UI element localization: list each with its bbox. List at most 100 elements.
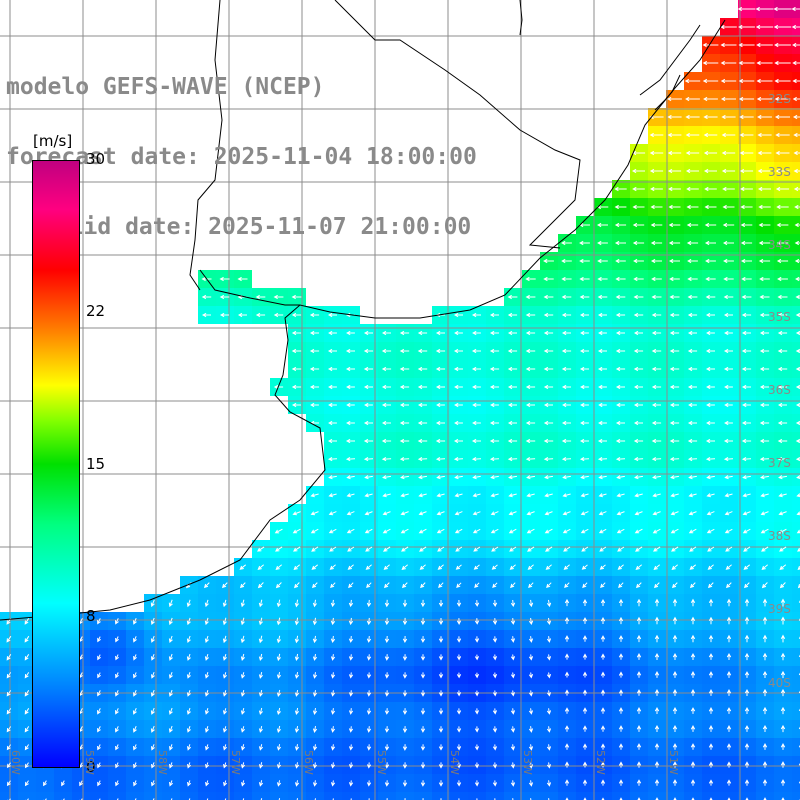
wind-vector-arrow <box>543 366 554 372</box>
wind-vector-arrow <box>437 564 444 570</box>
wind-vector-arrow <box>240 635 245 644</box>
wind-vector-arrow <box>742 475 751 480</box>
wind-vector-arrow <box>364 528 373 534</box>
wind-vector-arrow <box>222 617 227 626</box>
wind-vector-arrow <box>528 617 534 626</box>
wind-vector-arrow <box>580 528 589 534</box>
wind-vector-arrow <box>744 616 750 625</box>
wind-vector-arrow <box>507 330 517 336</box>
wind-vector-arrow <box>474 780 480 787</box>
wind-vector-arrow <box>330 726 336 733</box>
wind-vector-arrow <box>345 366 355 372</box>
wind-vector-arrow <box>636 725 642 732</box>
wind-vector-arrow <box>722 240 734 246</box>
wind-vector-arrow <box>472 420 481 426</box>
wind-vector-arrow <box>615 348 626 354</box>
wind-speed-cell <box>558 792 576 800</box>
wind-vector-arrow <box>703 150 718 156</box>
wind-vector-arrow <box>600 725 606 732</box>
wind-vector-arrow <box>222 635 227 644</box>
wind-vector-arrow <box>758 204 771 210</box>
wind-vector-arrow <box>133 744 137 751</box>
wind-vector-arrow <box>561 276 572 282</box>
wind-vector-arrow <box>600 671 606 678</box>
wind-vector-arrow <box>723 276 734 282</box>
wind-vector-arrow <box>6 635 12 643</box>
wind-vector-arrow <box>561 384 571 390</box>
wind-vector-arrow <box>649 132 664 138</box>
wind-speed-cell <box>486 792 504 800</box>
wind-vector-arrow <box>492 708 498 715</box>
colorbar-tick-0: 0 <box>86 758 96 776</box>
wind-speed-cell <box>252 792 270 800</box>
wind-vector-arrow <box>382 546 391 552</box>
wind-vector-arrow <box>222 672 228 679</box>
wind-vector-arrow <box>563 546 571 552</box>
wind-vector-arrow <box>474 600 480 607</box>
wind-vector-arrow <box>546 744 552 751</box>
wind-vector-arrow <box>738 24 755 30</box>
wind-vector-arrow <box>600 707 606 714</box>
wind-vector-arrow <box>435 330 445 336</box>
wind-vector-arrow <box>436 402 445 408</box>
wind-speed-cell <box>792 612 800 630</box>
wind-vector-arrow <box>724 511 733 516</box>
wind-vector-arrow <box>472 475 481 480</box>
wind-vector-arrow <box>707 582 714 589</box>
wind-vector-arrow <box>309 312 320 318</box>
wind-vector-arrow <box>724 402 733 408</box>
wind-vector-arrow <box>346 384 355 390</box>
wind-vector-arrow <box>417 456 428 462</box>
wind-vector-arrow <box>492 726 498 733</box>
colorbar-tick-30: 30 <box>86 150 106 168</box>
wind-vector-arrow <box>543 276 554 282</box>
wind-vector-arrow <box>382 493 391 498</box>
wind-vector-arrow <box>722 222 735 228</box>
wind-vector-arrow <box>363 456 374 462</box>
wind-vector-arrow <box>508 493 517 498</box>
wind-vector-arrow <box>134 798 137 800</box>
wind-vector-arrow <box>742 493 751 498</box>
wind-vector-arrow <box>348 636 354 643</box>
lon-label-54w: 54W <box>448 750 461 775</box>
wind-vector-arrow <box>600 635 606 642</box>
wind-vector-arrow <box>707 564 714 570</box>
wind-vector-arrow <box>759 420 770 426</box>
wind-vector-arrow <box>507 420 517 426</box>
wind-vector-arrow <box>419 564 426 570</box>
wind-vector-arrow <box>507 384 517 390</box>
wind-vector-arrow <box>616 475 625 480</box>
wind-vector-arrow <box>756 78 773 84</box>
wind-vector-arrow <box>706 402 715 408</box>
wind-vector-arrow <box>703 114 718 120</box>
wind-vector-arrow <box>795 438 800 444</box>
wind-vector-arrow <box>115 780 119 787</box>
wind-vector-arrow <box>720 78 737 84</box>
wind-vector-arrow <box>366 636 372 643</box>
wind-vector-arrow <box>795 366 800 372</box>
wind-vector-arrow <box>667 114 682 120</box>
wind-vector-arrow <box>737 6 756 12</box>
wind-vector-arrow <box>793 186 800 192</box>
wind-vector-arrow <box>738 42 755 48</box>
wind-vector-arrow <box>636 689 642 696</box>
wind-vector-arrow <box>774 60 791 66</box>
wind-vector-arrow <box>564 635 570 642</box>
wind-vector-arrow <box>654 706 660 714</box>
wind-vector-arrow <box>330 744 336 751</box>
wind-vector-arrow <box>242 798 245 800</box>
wind-vector-arrow <box>654 743 660 750</box>
wind-vector-arrow <box>435 438 446 444</box>
wind-vector-arrow <box>635 564 643 570</box>
wind-vector-arrow <box>762 688 768 697</box>
wind-vector-arrow <box>706 511 715 516</box>
wind-vector-arrow <box>346 493 355 498</box>
wind-vector-arrow <box>456 780 462 787</box>
wind-vector-arrow <box>399 456 410 462</box>
wind-vector-arrow <box>741 294 752 300</box>
wind-vector-arrow <box>756 96 773 102</box>
wind-vector-arrow <box>598 330 607 336</box>
lon-label-51w: 51W <box>667 750 680 775</box>
wind-vector-arrow <box>599 546 607 552</box>
